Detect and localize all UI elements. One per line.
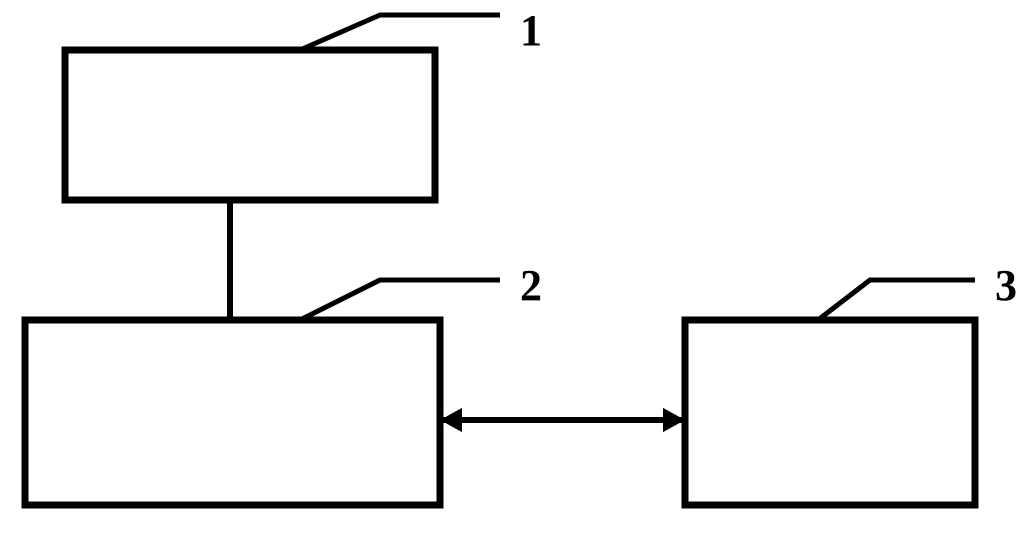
- box1: [65, 50, 435, 200]
- leader-l1: [300, 15, 500, 50]
- label-text-l1: 1: [520, 6, 542, 55]
- leader-l3: [818, 280, 975, 320]
- label-l2: 2: [300, 261, 542, 320]
- diagram-canvas: 1 2 3: [0, 0, 1026, 542]
- leader-l2: [300, 280, 500, 320]
- label-text-l2: 2: [520, 261, 542, 310]
- label-l3: 3: [818, 261, 1017, 320]
- label-text-l3: 3: [995, 261, 1017, 310]
- box2: [25, 320, 440, 505]
- box3: [685, 320, 975, 505]
- connector-box2-box3-arrow: [440, 408, 685, 432]
